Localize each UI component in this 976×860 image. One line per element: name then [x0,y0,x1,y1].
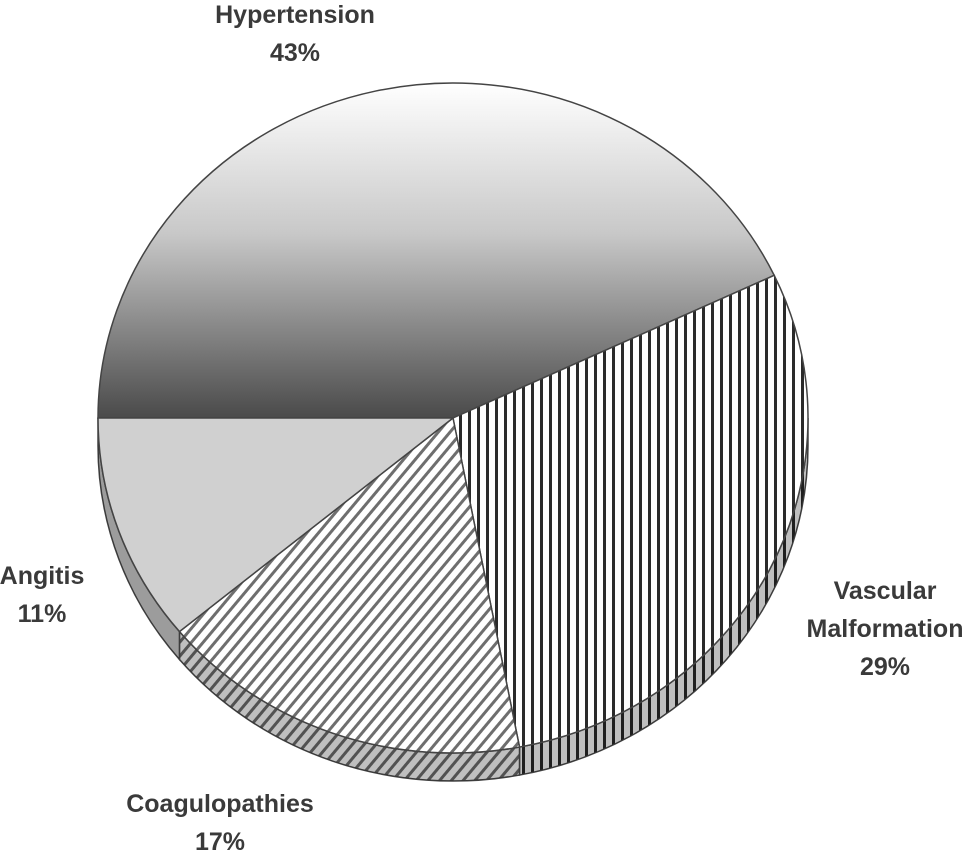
value-label: 11% [17,600,67,628]
category-name: Angitis [0,562,85,590]
slice-label: Angitis 11% [0,557,122,633]
slice-label: Hypertension 43% [165,0,425,72]
slice [97,82,776,419]
value-label: 43% [269,39,321,67]
category-name: Coagulopathies [126,790,314,818]
slice [178,416,521,754]
slice [97,417,456,633]
slice-label: Coagulopathies 17% [90,785,350,860]
slice-label: Vascular Malformation 29% [790,572,976,686]
category-name: Vascular Malformation [806,577,964,643]
value-label: 17% [194,828,246,856]
value-label: 29% [859,653,911,681]
category-name: Hypertension [215,1,375,29]
slice [452,274,809,748]
